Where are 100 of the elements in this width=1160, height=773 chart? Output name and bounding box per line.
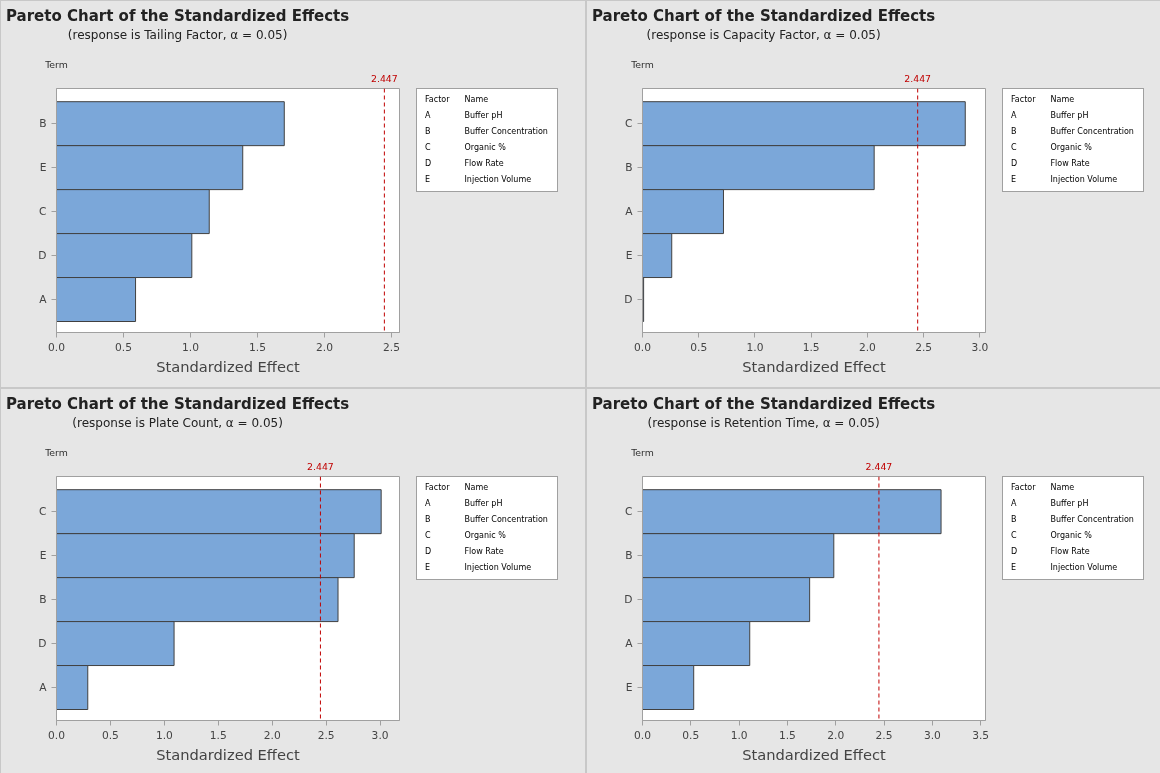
text: D (425, 158, 433, 170)
chart-subtitle: (response is Plate Count, α = 0.05) (71, 415, 284, 433)
x-tick-label: 0.5 (115, 340, 132, 354)
text: Factor (1011, 482, 1037, 494)
y-tick-label: E (625, 681, 633, 695)
y-tick-label: A (39, 681, 48, 695)
y-tick-label: A (39, 293, 48, 307)
ref-line-label: 2.447 (865, 460, 893, 472)
x-tick-label: 2.5 (875, 728, 893, 742)
x-tick-label: 2.0 (827, 728, 845, 742)
text: A (425, 110, 432, 122)
x-tick-label: 1.5 (249, 340, 266, 354)
text: Factor (425, 94, 451, 106)
y-tick-label: D (38, 637, 47, 651)
x-tick-label: 1.0 (155, 728, 174, 742)
chart-subtitle: (response is Retention Time, α = 0.05) (646, 415, 881, 433)
x-axis-title: Standardized Effect (742, 745, 887, 763)
x-tick-label: 2.0 (316, 340, 334, 354)
text: Flow Rate (1049, 546, 1091, 558)
text: Flow Rate (463, 158, 505, 170)
x-tick-label: 2.0 (263, 728, 281, 742)
text: Organic % (1049, 530, 1093, 542)
x-tick-label: 1.0 (730, 728, 748, 742)
y-tick-label: B (39, 117, 47, 131)
x-tick-label: 3.0 (971, 340, 989, 354)
x-tick-label: 0.0 (634, 728, 652, 742)
x-tick-label: 3.5 (972, 728, 990, 742)
x-tick-label: 2.5 (317, 728, 335, 742)
text: B (425, 514, 432, 526)
text: E (425, 174, 432, 186)
text: Organic % (463, 530, 507, 542)
text: A (1011, 110, 1018, 122)
y-tick-label: D (624, 593, 633, 607)
chart-title: Pareto Chart of the Standardized Effects (592, 6, 936, 27)
x-tick-label: 0.5 (101, 728, 119, 742)
y-axis-title: Term (44, 58, 68, 70)
text: C (1011, 530, 1018, 542)
y-tick-label: C (39, 205, 47, 219)
text: A (425, 498, 432, 510)
text: Organic % (463, 142, 507, 154)
y-tick-label: B (39, 593, 47, 607)
y-tick-label: A (625, 205, 634, 219)
text: D (1011, 158, 1019, 170)
y-axis-title: Term (630, 446, 654, 458)
text: Buffer Concentration (463, 126, 549, 138)
x-tick-label: 0.0 (48, 340, 66, 354)
chart-subtitle: (response is Tailing Factor, α = 0.05) (66, 27, 289, 45)
text: C (1011, 142, 1018, 154)
x-tick-label: 0.0 (48, 728, 66, 742)
text: Name (1049, 482, 1076, 494)
chart-title: Pareto Chart of the Standardized Effects (6, 394, 350, 415)
ref-line-label: 2.447 (307, 460, 334, 472)
text: B (425, 126, 432, 138)
text: D (1011, 546, 1019, 558)
x-axis-title: Standardized Effect (156, 357, 301, 375)
text: Buffer pH (1049, 110, 1090, 122)
text: Factor (425, 482, 451, 494)
x-tick-label: 1.5 (209, 728, 227, 742)
text: Name (463, 482, 490, 494)
x-tick-label: 2.0 (858, 340, 877, 354)
y-tick-label: C (625, 117, 633, 131)
y-tick-label: C (625, 505, 633, 519)
text: B (1011, 514, 1018, 526)
y-tick-label: E (39, 549, 47, 563)
text: Name (1049, 94, 1076, 106)
text: Buffer Concentration (1049, 126, 1135, 138)
x-axis-title: Standardized Effect (742, 357, 887, 375)
text: Buffer Concentration (1049, 514, 1135, 526)
x-tick-label: 3.0 (371, 728, 389, 742)
text: Buffer pH (463, 110, 504, 122)
x-tick-label: 3.0 (923, 728, 942, 742)
text: Flow Rate (1049, 158, 1091, 170)
text: C (425, 530, 432, 542)
text: Injection Volume (1049, 174, 1119, 186)
y-tick-label: B (625, 549, 633, 563)
text: Injection Volume (463, 174, 533, 186)
text: Name (463, 94, 490, 106)
x-tick-label: 1.5 (778, 728, 796, 742)
text: Buffer pH (1049, 498, 1090, 510)
chart-title: Pareto Chart of the Standardized Effects (6, 6, 350, 27)
text: E (1011, 174, 1018, 186)
x-tick-label: 2.5 (382, 340, 400, 354)
text: Injection Volume (1049, 562, 1119, 574)
chart-title: Pareto Chart of the Standardized Effects (592, 394, 936, 415)
x-tick-label: 0.5 (682, 728, 700, 742)
x-tick-label: 1.0 (746, 340, 764, 354)
x-tick-label: 1.0 (182, 340, 200, 354)
text: Organic % (1049, 142, 1093, 154)
y-tick-label: A (625, 637, 634, 651)
text: D (425, 546, 433, 558)
y-tick-label: D (38, 249, 47, 263)
y-axis-title: Term (630, 58, 654, 70)
y-tick-label: E (625, 249, 633, 263)
text: E (1011, 562, 1018, 574)
text: Buffer Concentration (463, 514, 549, 526)
text: C (425, 142, 432, 154)
x-axis-title: Standardized Effect (156, 745, 301, 763)
x-tick-label: 1.5 (802, 340, 820, 354)
text: A (1011, 498, 1018, 510)
text: Flow Rate (463, 546, 505, 558)
